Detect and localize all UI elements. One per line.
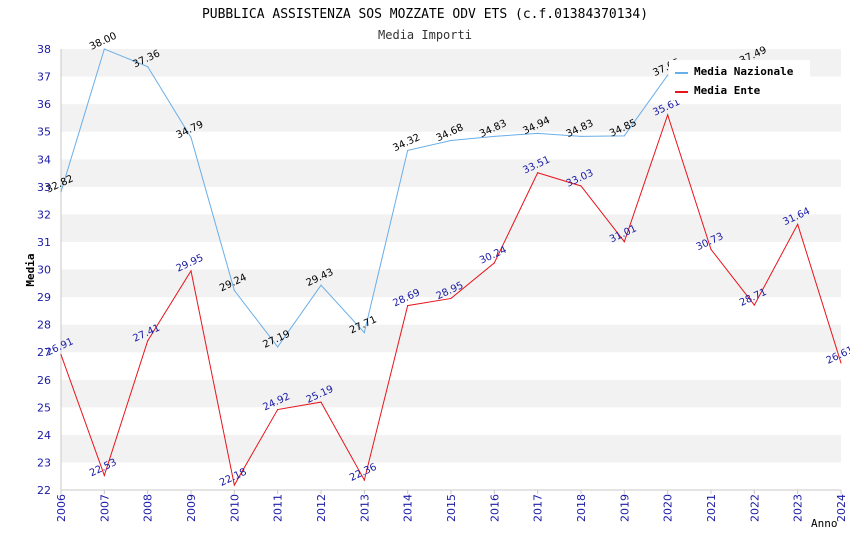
data-point-media-ente <box>450 297 452 300</box>
data-point-media-ente <box>190 270 192 272</box>
grid-bands <box>61 49 841 490</box>
data-point-media-ente <box>320 401 322 403</box>
x-tick-label: 2022 <box>748 494 761 522</box>
y-tick-label: 23 <box>37 456 51 469</box>
grid-band <box>61 297 841 325</box>
data-point-media-nazionale <box>623 135 625 137</box>
data-point-media-ente <box>277 408 279 411</box>
data-point-media-ente <box>407 305 409 307</box>
x-tick-label: 2015 <box>445 494 458 522</box>
x-tick-label: 2007 <box>98 494 111 522</box>
x-tick-labels: 2006 2007 2008 2009 2010 2011 2012 2013 2014 2015… <box>55 490 848 522</box>
data-point-media-ente <box>233 484 235 486</box>
y-tick-label: 34 <box>37 153 51 166</box>
y-tick-label: 35 <box>37 126 51 139</box>
x-tick-label: 2017 <box>532 494 545 522</box>
x-tick-label: 2011 <box>272 494 285 522</box>
grid-band <box>61 186 841 215</box>
legend: Media Nazionale Media Ente <box>669 60 810 100</box>
data-point-media-nazionale <box>580 135 582 137</box>
data-point-media-nazionale <box>233 289 235 292</box>
x-tick-label: 2021 <box>705 494 718 522</box>
data-point-media-ente <box>537 172 539 174</box>
legend-label-media-nazionale: Media Nazionale <box>694 65 794 78</box>
data-point-media-ente <box>60 354 62 356</box>
y-tick-label: 33 <box>37 181 51 194</box>
y-tick-label: 26 <box>37 374 51 387</box>
grid-band <box>61 407 841 435</box>
legend-label-media-ente: Media Ente <box>694 84 761 97</box>
data-point-media-ente <box>580 185 582 187</box>
y-tick-label: 31 <box>37 236 51 249</box>
y-tick-labels: 22 23 24 25 26 27 28 29 30 31 32 33 34 35 36 37 38 <box>37 43 51 497</box>
data-point-media-nazionale <box>60 191 62 193</box>
y-tick-label: 32 <box>37 208 51 221</box>
grid-band <box>61 434 841 463</box>
grid-band <box>61 241 841 270</box>
x-tick-label: 2024 <box>835 494 848 522</box>
y-tick-label: 36 <box>37 98 51 111</box>
chart-subtitle: Media Importi <box>378 28 472 42</box>
grid-band <box>61 104 841 132</box>
x-tick-label: 2009 <box>185 494 198 522</box>
data-point-media-nazionale <box>363 332 365 334</box>
data-point-media-nazionale <box>450 139 452 142</box>
data-point-media-ente <box>840 362 842 364</box>
data-point-media-ente <box>147 340 149 342</box>
data-point-media-ente <box>753 304 755 306</box>
x-tick-label: 2006 <box>55 494 68 522</box>
data-point-media-nazionale <box>407 149 409 152</box>
data-point-media-ente <box>797 223 799 225</box>
y-tick-label: 37 <box>37 71 51 84</box>
x-tick-label: 2020 <box>662 494 675 522</box>
data-point-media-nazionale <box>277 346 279 348</box>
data-point-media-ente <box>493 262 495 264</box>
x-tick-label: 2014 <box>402 494 415 522</box>
y-tick-label: 28 <box>37 319 51 332</box>
data-point-media-nazionale <box>493 135 495 137</box>
grid-band <box>61 352 841 380</box>
x-tick-label: 2012 <box>315 494 328 522</box>
data-point-media-ente <box>623 241 625 243</box>
grid-band <box>61 214 841 242</box>
y-tick-label: 27 <box>37 346 51 359</box>
data-point-media-ente <box>363 479 365 481</box>
grid-band <box>61 379 841 408</box>
x-axis-label: Anno <box>811 517 838 530</box>
data-point-media-ente <box>710 248 712 250</box>
data-point-media-ente <box>667 114 669 116</box>
x-tick-label: 2018 <box>575 494 588 522</box>
x-tick-label: 2023 <box>792 494 805 522</box>
data-point-media-nazionale <box>537 132 539 134</box>
y-tick-label: 25 <box>37 401 51 414</box>
grid-band <box>61 131 841 160</box>
series-lines <box>60 48 842 487</box>
grid-band <box>61 462 841 490</box>
legend-background <box>669 60 810 100</box>
x-tick-label: 2013 <box>358 494 371 522</box>
y-tick-label: 30 <box>37 264 51 277</box>
x-tick-label: 2016 <box>488 494 501 522</box>
x-tick-label: 2010 <box>228 494 241 522</box>
data-point-media-nazionale <box>103 48 105 50</box>
x-tick-label: 2008 <box>142 494 155 522</box>
y-tick-label: 38 <box>37 43 51 56</box>
y-tick-label: 24 <box>37 429 51 442</box>
data-point-media-ente <box>103 474 105 476</box>
data-point-media-nazionale <box>190 136 192 139</box>
grid-band <box>61 269 841 298</box>
chart-title: PUBBLICA ASSISTENZA SOS MOZZATE ODV ETS … <box>202 7 648 22</box>
grid-band <box>61 324 841 353</box>
x-tick-label: 2019 <box>618 494 631 522</box>
grid-band <box>61 159 841 187</box>
data-point-media-nazionale <box>667 74 669 76</box>
y-axis-label: Media <box>24 253 37 286</box>
data-point-media-nazionale <box>320 284 322 286</box>
data-point-media-nazionale <box>147 66 149 68</box>
y-tick-label: 29 <box>37 291 51 304</box>
y-tick-label: 22 <box>37 484 51 497</box>
